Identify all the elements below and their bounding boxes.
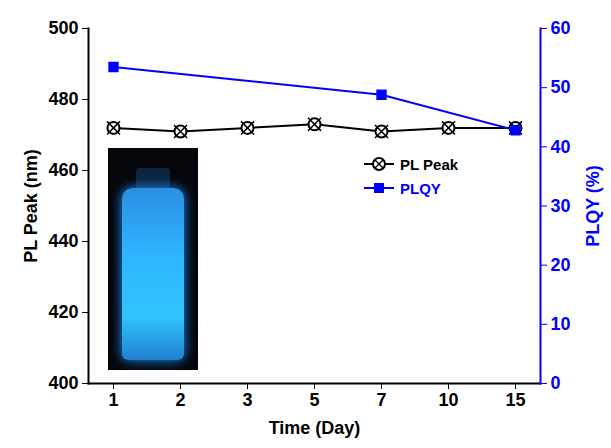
svg-text:30: 30 (551, 196, 571, 216)
html-text:PLQY: PLQY (400, 179, 441, 197)
svg-text:460: 460 (48, 160, 78, 180)
svg-text:420: 420 (48, 302, 78, 322)
svg-text:50: 50 (551, 77, 571, 97)
svg-text:PLQY (%): PLQY (%) (583, 165, 603, 247)
svg-text:500: 500 (48, 18, 78, 38)
svg-text:400: 400 (48, 373, 78, 393)
svg-text:Time (Day): Time (Day) (269, 418, 361, 438)
svg-text:40: 40 (551, 137, 571, 157)
html-text:PL Peak: PL Peak (400, 155, 459, 173)
svg-text:5: 5 (309, 390, 319, 410)
svg-text:1: 1 (108, 390, 118, 410)
svg-text:10: 10 (438, 390, 458, 410)
svg-text:440: 440 (48, 231, 78, 251)
svg-text:2: 2 (175, 390, 185, 410)
svg-text:0: 0 (551, 373, 561, 393)
svg-text:3: 3 (242, 390, 252, 410)
svg-text:PL Peak (nm): PL Peak (nm) (21, 149, 41, 263)
svg-text:20: 20 (551, 255, 571, 275)
svg-text:15: 15 (505, 390, 525, 410)
svg-text:480: 480 (48, 89, 78, 109)
svg-text:7: 7 (376, 390, 386, 410)
svg-text:60: 60 (551, 18, 571, 38)
svg-text:10: 10 (551, 314, 571, 334)
